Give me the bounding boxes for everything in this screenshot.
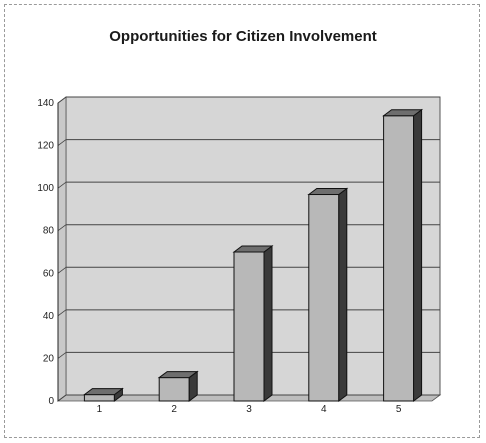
gridline-side	[57, 309, 67, 317]
gridline-side	[57, 139, 67, 146]
bar	[83, 394, 115, 402]
y-tick-label: 20	[43, 353, 55, 364]
x-tick-label: 2	[171, 404, 177, 415]
bar-top	[382, 109, 424, 117]
bar	[233, 251, 265, 402]
y-tick-label: 80	[43, 226, 55, 237]
x-tick-label: 4	[321, 404, 327, 415]
gridline-side	[57, 181, 67, 189]
y-tick-label: 0	[48, 396, 54, 407]
x-tick-label: 1	[97, 404, 103, 415]
y-tick-label: 120	[37, 141, 54, 152]
x-tick-label: 5	[396, 404, 402, 415]
gridline-side	[57, 224, 67, 232]
gridline-side	[57, 394, 67, 402]
bar	[308, 194, 340, 402]
y-tick-label: 60	[43, 268, 55, 279]
gridline-side	[57, 96, 67, 104]
bar-side	[413, 108, 423, 402]
y-tick-label: 140	[37, 98, 54, 109]
bar-top	[307, 188, 349, 196]
gridline-side	[57, 352, 67, 359]
chart-title: Opportunities for Citizen Involvement	[109, 28, 377, 45]
y-tick-label: 40	[43, 311, 55, 322]
bar	[158, 377, 190, 402]
gridline-side	[57, 266, 67, 274]
y-tick-label: 100	[37, 183, 54, 194]
bar-side	[338, 187, 348, 402]
bar-side	[263, 245, 273, 402]
x-tick-label: 3	[246, 404, 252, 415]
bar-top	[157, 371, 199, 379]
bar-top	[232, 245, 274, 253]
bar	[383, 115, 415, 402]
bar-top	[82, 388, 124, 396]
